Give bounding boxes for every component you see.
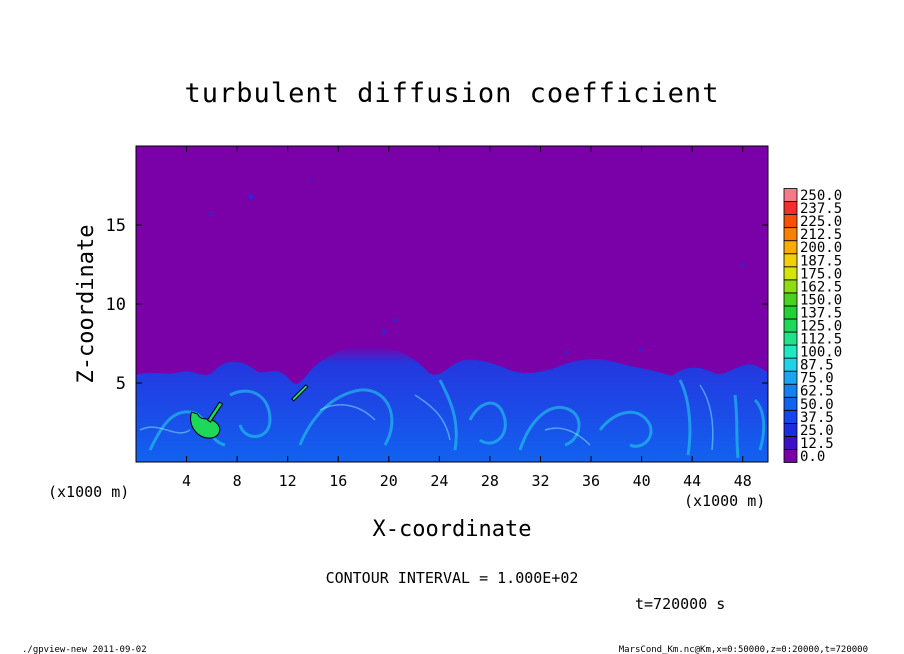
colorbar-label: 62.5 (800, 384, 834, 400)
x-tick-label: 20 (380, 472, 398, 490)
chart-title: turbulent diffusion coefficient (185, 78, 720, 109)
colorbar-label: 212.5 (800, 227, 842, 243)
x-tick-label: 36 (582, 472, 600, 490)
x-tick-label: 32 (531, 472, 549, 490)
footer-right: MarsCond_Km.nc@Km,x=0:50000,z=0:20000,t=… (619, 645, 868, 654)
colorbar-swatch (783, 370, 798, 385)
y-axis-label: Z-coordinate (74, 225, 99, 384)
colorbar-swatch (783, 214, 798, 229)
x-unit-left: (x1000 m) (48, 483, 129, 501)
colorbar-label: 125.0 (800, 319, 842, 335)
eddy-highlights (139, 384, 714, 451)
y-tick-label: 10 (106, 295, 126, 315)
colorbar-label: 25.0 (800, 423, 834, 439)
colorbar: 0.012.525.037.550.062.575.087.5100.0112.… (783, 188, 842, 465)
colorbar-label: 50.0 (800, 397, 834, 413)
colorbar-label: 237.5 (800, 201, 842, 217)
colorbar-swatch (783, 227, 798, 242)
x-tick-label: 44 (683, 472, 701, 490)
contour-interval: CONTOUR INTERVAL = 1.000E+02 (326, 569, 579, 587)
y-tick-label: 15 (106, 216, 126, 236)
colorbar-label: 12.5 (800, 436, 834, 452)
colorbar-swatch (783, 422, 798, 437)
x-tick-label: 16 (329, 472, 347, 490)
x-unit-right: (x1000 m) (684, 492, 765, 510)
colorbar-label: 187.5 (800, 253, 842, 269)
colorbar-swatch (783, 396, 798, 411)
x-tick-label: 8 (233, 472, 242, 490)
colorbar-swatch (783, 266, 798, 281)
x-tick-label: 24 (430, 472, 448, 490)
colorbar-swatch (783, 253, 798, 268)
colorbar-label: 162.5 (800, 279, 842, 295)
colorbar-swatch (783, 383, 798, 398)
y-tick-label: 5 (116, 374, 126, 394)
y-axis: 5 10 15 (106, 216, 768, 394)
colorbar-label: 200.0 (800, 240, 842, 256)
colorbar-label: 75.0 (800, 371, 834, 387)
colorbar-label: 100.0 (800, 345, 842, 361)
colorbar-label: 37.5 (800, 410, 834, 426)
colorbar-label: 87.5 (800, 358, 834, 374)
footer-left: ./gpview-new 2011-09-02 (22, 645, 147, 654)
colorbar-label: 250.0 (800, 188, 842, 204)
x-tick-label: 4 (182, 472, 191, 490)
patch-streak (206, 401, 224, 423)
colorbar-label: 112.5 (800, 332, 842, 348)
colorbar-label: 150.0 (800, 292, 842, 308)
x-axis-label: X-coordinate (373, 517, 532, 542)
colorbar-swatch (783, 318, 798, 333)
colorbar-swatch (783, 344, 798, 359)
colorbar-swatch (783, 201, 798, 215)
specks (209, 178, 745, 354)
x-axis: 4 8 12 16 20 24 28 32 36 40 44 48 (182, 146, 752, 490)
colorbar-label: 0.0 (800, 449, 825, 465)
x-tick-label: 48 (734, 472, 752, 490)
colorbar-label: 137.5 (800, 305, 842, 321)
colorbar-swatch (783, 240, 798, 255)
colorbar-swatch (783, 292, 798, 307)
high-value-patches (190, 384, 309, 439)
x-tick-label: 28 (481, 472, 499, 490)
colorbar-swatch (783, 409, 798, 424)
colorbar-swatch (783, 449, 798, 463)
colorbar-swatch (783, 436, 798, 450)
time-label: t=720000 s (635, 595, 725, 613)
x-tick-label: 12 (279, 472, 297, 490)
x-tick-label: 40 (633, 472, 651, 490)
colorbar-swatch (783, 279, 798, 294)
patch (291, 384, 309, 402)
colorbar-swatch (783, 331, 798, 346)
colorbar-swatch (783, 357, 798, 372)
colorbar-swatch (783, 188, 798, 202)
colorbar-label: 175.0 (800, 266, 842, 282)
patch (190, 411, 221, 439)
colorbar-swatch (783, 305, 798, 320)
colorbar-label: 225.0 (800, 214, 842, 230)
